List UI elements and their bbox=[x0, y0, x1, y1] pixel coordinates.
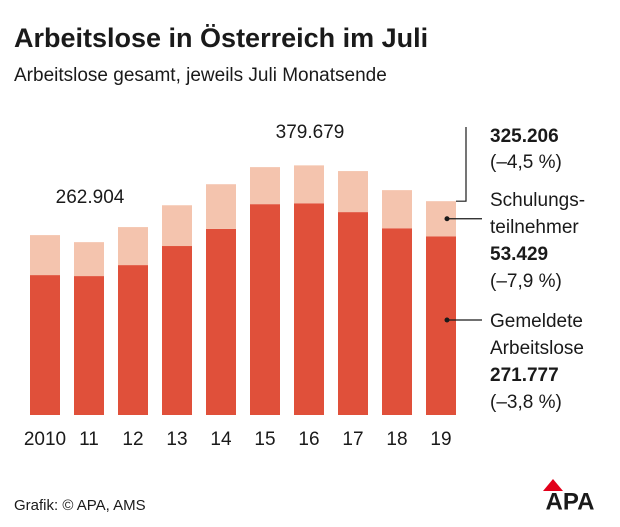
x-tick-label: 19 bbox=[430, 429, 451, 450]
total-label: 325.206 bbox=[490, 126, 559, 147]
bar-segment bbox=[338, 212, 368, 415]
total-label: 379.679 bbox=[276, 122, 345, 143]
x-tick-label: 17 bbox=[342, 429, 363, 450]
legend-label: Gemeldete Arbeitslose bbox=[490, 311, 588, 359]
x-tick-label: 11 bbox=[79, 429, 99, 450]
bar-segment bbox=[294, 165, 324, 204]
chart-title: Arbeitslose in Österreich im Juli bbox=[14, 23, 428, 53]
x-tick-label: 15 bbox=[254, 429, 275, 450]
bar-segment bbox=[338, 171, 368, 213]
change-label: (–7,9 %) bbox=[490, 271, 562, 292]
bar-segment bbox=[74, 242, 104, 277]
bar-segment bbox=[382, 190, 412, 229]
bar-segment bbox=[250, 204, 280, 415]
bar-segment bbox=[30, 275, 60, 415]
chart-subtitle: Arbeitslose gesamt, jeweils Juli Monatse… bbox=[14, 65, 387, 86]
bar-segment bbox=[162, 205, 192, 247]
bar-segment bbox=[118, 227, 148, 266]
x-tick-label: 16 bbox=[298, 429, 319, 450]
logo-mark bbox=[543, 479, 563, 491]
source: Grafik: © APA, AMS bbox=[14, 497, 146, 514]
bar-segment bbox=[426, 236, 456, 415]
value-label: 53.429 bbox=[490, 244, 548, 265]
bar-segment bbox=[118, 265, 148, 415]
logo: APA bbox=[546, 488, 595, 515]
bar-segment bbox=[74, 276, 104, 415]
leader-dot bbox=[444, 216, 450, 222]
x-tick-label: 12 bbox=[122, 429, 143, 450]
x-tick-label: 2010 bbox=[24, 429, 66, 450]
value-label: 271.777 bbox=[490, 365, 559, 386]
bar-segment bbox=[382, 228, 412, 415]
leader-dot bbox=[444, 317, 450, 323]
bar-segment bbox=[250, 167, 280, 205]
bar-segment bbox=[206, 228, 236, 415]
x-tick-label: 13 bbox=[166, 429, 187, 450]
leader-line bbox=[456, 127, 467, 202]
x-tick-label: 14 bbox=[210, 429, 232, 450]
total-label: 262.904 bbox=[56, 187, 125, 208]
x-tick-label: 18 bbox=[386, 429, 407, 450]
bar-segment bbox=[294, 203, 324, 415]
bar-segment bbox=[30, 235, 60, 276]
bar-segment bbox=[206, 184, 236, 229]
legend-label: Schulungs-teilnehmer bbox=[490, 190, 585, 238]
change-label: (–3,8 %) bbox=[490, 392, 562, 413]
change-label: (–4,5 %) bbox=[490, 152, 562, 173]
bar-segment bbox=[162, 246, 192, 415]
